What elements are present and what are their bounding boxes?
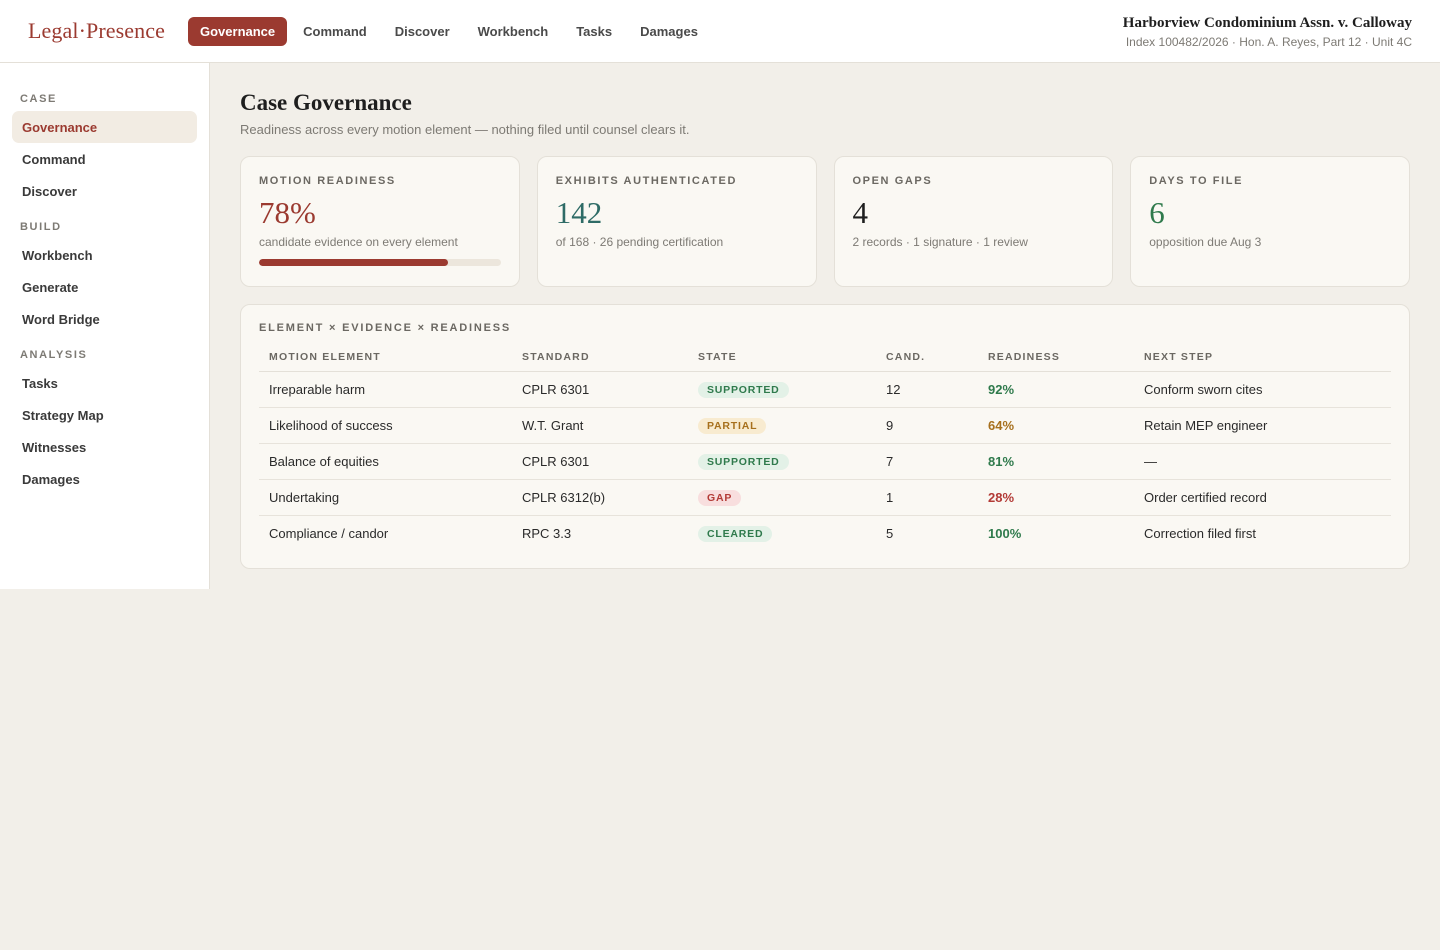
sidebar-item-witnesses[interactable]: Witnesses <box>22 439 87 455</box>
kpi-card-exhibits-authenticated: EXHIBITS AUTHENTICATED 142 of 168 · 26 p… <box>536 156 817 287</box>
kpi-label: MOTION READINESS <box>259 175 396 187</box>
state-cell: SUPPORTED <box>688 443 876 480</box>
nav-item-tasks[interactable]: Tasks <box>576 24 613 39</box>
sidebar-item-word-bridge[interactable]: Word Bridge <box>22 311 100 327</box>
case-title: Harborview Condominium Assn. v. Calloway <box>1122 15 1412 31</box>
readiness-table-card: ELEMENT × EVIDENCE × READINESS MOTION EL… <box>240 304 1410 569</box>
case-subtitle: Index 100482/2026 · Hon. A. Reyes, Part … <box>1125 35 1412 49</box>
kpi-note: opposition due Aug 3 <box>1149 235 1262 249</box>
element-cell: Balance of equities <box>259 443 512 480</box>
sidebar-section-build: BUILD <box>20 221 62 233</box>
nav-item-workbench[interactable]: Workbench <box>477 24 549 39</box>
status-badge: SUPPORTED <box>698 454 789 470</box>
brand-logo[interactable]: Legal·Presence <box>28 18 165 43</box>
state-cell: CLEARED <box>688 516 876 552</box>
table-row[interactable]: Irreparable harm CPLR 6301 SUPPORTED 12 92% C… <box>259 371 1391 408</box>
readiness-progress-bar <box>259 259 501 266</box>
sidebar: CASE Governance Command Discover BUILD W… <box>0 63 210 589</box>
element-cell: Irreparable harm <box>259 371 512 408</box>
candidates-cell: 7 <box>876 443 978 480</box>
standard-cell: CPLR 6301 <box>512 443 688 480</box>
table-row[interactable]: Balance of equities CPLR 6301 SUPPORTED 7 81… <box>259 443 1391 480</box>
next-step-cell: Conform sworn cites <box>1134 371 1391 408</box>
column-header-motion-element[interactable]: MOTION ELEMENT <box>259 351 512 372</box>
status-badge: PARTIAL <box>698 418 767 434</box>
next-step-cell: Order certified record <box>1134 479 1391 516</box>
element-cell: Likelihood of success <box>259 407 512 444</box>
column-header-cand[interactable]: CAND. <box>876 351 978 372</box>
kpi-label: DAYS TO FILE <box>1149 175 1244 187</box>
status-badge: SUPPORTED <box>698 382 789 398</box>
table-header-row: MOTION ELEMENT STANDARD STATE CAND. READ… <box>259 351 1391 372</box>
readiness-cell: 81% <box>978 443 1134 480</box>
table-row[interactable]: Compliance / candor RPC 3.3 CLEARED 5 100% Co… <box>259 516 1391 552</box>
kpi-card-days-to-file: DAYS TO FILE 6 opposition due Aug 3 <box>1130 156 1410 287</box>
column-header-next-step[interactable]: NEXT STEP <box>1134 351 1391 372</box>
nav-item-damages[interactable]: Damages <box>640 24 698 39</box>
state-cell: SUPPORTED <box>688 371 876 408</box>
candidates-cell: 9 <box>876 407 978 444</box>
candidates-cell: 5 <box>886 526 894 542</box>
readiness-progress-fill <box>259 259 448 266</box>
kpi-row: MOTION READINESS 78% candidate evidence … <box>240 156 1410 287</box>
page-title: Case Governance <box>240 90 412 115</box>
page-subtitle: Readiness across every motion element — … <box>240 122 690 137</box>
sidebar-section-case: CASE <box>20 93 57 105</box>
sidebar-item-workbench[interactable]: Workbench <box>22 247 93 263</box>
next-step-cell: — <box>1134 443 1391 480</box>
sidebar-item-generate[interactable]: Generate <box>22 279 79 295</box>
readiness-cell: 28% <box>978 479 1134 516</box>
sidebar-item-governance[interactable]: Governance <box>12 111 197 143</box>
next-step-cell: Retain MEP engineer <box>1134 407 1391 444</box>
next-step-cell: Correction filed first <box>1144 526 1256 542</box>
column-header-readiness[interactable]: READINESS <box>978 351 1134 372</box>
column-header-state[interactable]: STATE <box>688 351 876 372</box>
state-cell: PARTIAL <box>688 407 876 444</box>
element-cell: Compliance / candor <box>269 526 389 542</box>
main-content: Case Governance Readiness across every m… <box>240 63 1410 569</box>
sidebar-item-damages[interactable]: Damages <box>22 471 80 487</box>
standard-cell: W.T. Grant <box>512 407 688 444</box>
state-cell: GAP <box>688 479 876 516</box>
kpi-value: 4 <box>852 195 869 230</box>
case-header: Harborview Condominium Assn. v. Calloway… <box>1123 15 1412 49</box>
status-badge: GAP <box>698 490 742 506</box>
readiness-table: MOTION ELEMENT STANDARD STATE CAND. READ… <box>259 351 1391 552</box>
standard-cell: CPLR 6301 <box>512 371 688 408</box>
sidebar-item-command[interactable]: Command <box>22 151 86 167</box>
readiness-cell: 100% <box>988 526 1022 542</box>
kpi-value: 78% <box>259 195 316 230</box>
candidates-cell: 1 <box>876 479 978 516</box>
readiness-cell: 64% <box>978 407 1134 444</box>
kpi-label: OPEN GAPS <box>852 175 933 187</box>
kpi-card-open-gaps: OPEN GAPS 4 2 records · 1 signature · 1 … <box>833 156 1114 287</box>
status-badge: CLEARED <box>698 526 773 543</box>
sidebar-section-analysis: ANALYSIS <box>20 349 88 361</box>
sidebar-item-strategy-map[interactable]: Strategy Map <box>22 407 104 423</box>
table-row[interactable]: Undertaking CPLR 6312(b) GAP 1 28% Order cert… <box>259 479 1391 516</box>
nav-item-governance[interactable]: Governance <box>188 17 288 46</box>
kpi-card-motion-readiness: MOTION READINESS 78% candidate evidence … <box>240 156 520 287</box>
column-header-standard[interactable]: STANDARD <box>512 351 688 372</box>
top-bar: Legal·Presence Governance Command Discov… <box>0 0 1440 63</box>
sidebar-item-discover[interactable]: Discover <box>22 183 77 199</box>
kpi-value: 142 <box>555 195 603 230</box>
kpi-value: 6 <box>1149 195 1165 230</box>
nav-item-discover[interactable]: Discover <box>394 24 450 39</box>
sidebar-item-tasks[interactable]: Tasks <box>22 375 58 391</box>
readiness-cell: 92% <box>978 371 1134 408</box>
kpi-note: 2 records · 1 signature · 1 review <box>852 235 1028 249</box>
table-row[interactable]: Likelihood of success W.T. Grant PARTIAL 9 6… <box>259 407 1391 444</box>
standard-cell: RPC 3.3 <box>522 526 572 542</box>
nav-item-command[interactable]: Command <box>303 24 367 39</box>
kpi-note: of 168 · 26 pending certification <box>555 235 724 249</box>
candidates-cell: 12 <box>876 371 978 408</box>
kpi-label: EXHIBITS AUTHENTICATED <box>555 175 738 187</box>
kpi-note: candidate evidence on every element <box>259 235 458 249</box>
table-title: ELEMENT × EVIDENCE × READINESS <box>259 322 512 334</box>
top-nav: Governance Command Discover Workbench Ta… <box>188 17 714 46</box>
standard-cell: CPLR 6312(b) <box>512 479 688 516</box>
element-cell: Undertaking <box>259 479 512 516</box>
